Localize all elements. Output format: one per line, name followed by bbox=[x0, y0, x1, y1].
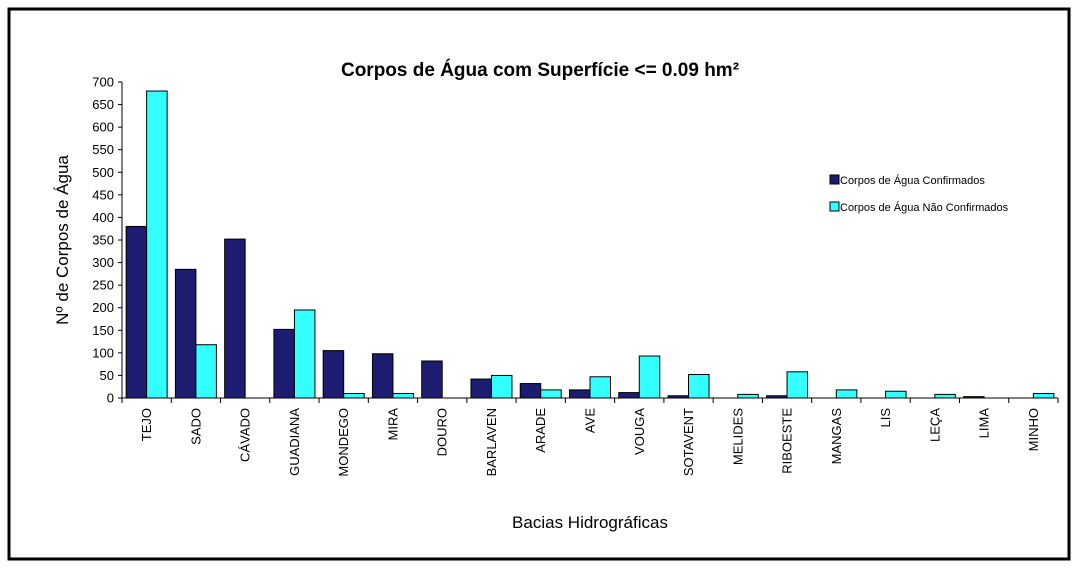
x-tick-label: GUADIANA bbox=[287, 408, 302, 476]
y-tick-label: 350 bbox=[92, 233, 114, 248]
legend-label: Corpos de Água Confirmados bbox=[840, 174, 985, 187]
x-tick-label: SADO bbox=[188, 408, 203, 445]
bar bbox=[224, 238, 246, 399]
y-tick-label: 550 bbox=[92, 142, 114, 157]
x-tick-label: MIRA bbox=[385, 408, 400, 441]
x-tick-label: CÁVADO bbox=[238, 408, 253, 462]
y-tick-label: 600 bbox=[92, 120, 114, 135]
x-tick-label: MANGAS bbox=[829, 408, 844, 465]
x-tick-label: SOTAVENT bbox=[681, 408, 696, 476]
bar bbox=[618, 392, 640, 399]
x-tick-label: LEÇA bbox=[927, 408, 942, 442]
legend-swatch bbox=[829, 174, 840, 185]
bar bbox=[786, 371, 809, 399]
x-tick-label: VOUGA bbox=[632, 408, 647, 455]
x-tick-label: AVE bbox=[583, 408, 598, 433]
bar bbox=[470, 378, 492, 399]
y-tick-label: 500 bbox=[92, 165, 114, 180]
y-tick-label: 100 bbox=[92, 345, 114, 360]
y-tick-label: 200 bbox=[92, 300, 114, 315]
bar bbox=[737, 393, 759, 399]
x-tick-label: TEJO bbox=[139, 408, 154, 441]
y-tick-label: 650 bbox=[92, 97, 114, 112]
bar bbox=[490, 374, 513, 399]
x-tick-label: MONDEGO bbox=[336, 408, 351, 477]
bar bbox=[371, 353, 394, 399]
y-tick-label: 250 bbox=[92, 278, 114, 293]
bar bbox=[322, 350, 345, 399]
bar bbox=[688, 374, 710, 399]
bar bbox=[519, 383, 542, 399]
x-axis-label: Bacias Hidrográficas bbox=[512, 513, 668, 532]
x-tick-label: DOURO bbox=[435, 408, 450, 456]
x-tick-label: LIS bbox=[878, 408, 893, 428]
y-axis-label: Nº de Corpos de Água bbox=[53, 155, 72, 325]
y-tick-label: 400 bbox=[92, 210, 114, 225]
bar bbox=[125, 225, 148, 399]
chart-border bbox=[7, 7, 1071, 561]
legend-swatch bbox=[829, 201, 840, 212]
bar bbox=[146, 90, 168, 399]
y-tick-label: 300 bbox=[92, 255, 114, 270]
x-tick-label: BARLAVEN bbox=[484, 408, 499, 476]
y-tick-label: 700 bbox=[92, 75, 114, 90]
bar bbox=[589, 376, 611, 399]
bar bbox=[569, 389, 591, 399]
y-tick-label: 450 bbox=[92, 187, 114, 202]
bar bbox=[1032, 392, 1055, 399]
bar bbox=[835, 389, 858, 399]
bar bbox=[885, 390, 907, 399]
x-tick-label: LIMA bbox=[977, 408, 992, 439]
bar bbox=[273, 328, 295, 399]
x-tick-label: MINHO bbox=[1026, 408, 1041, 451]
bar bbox=[343, 392, 365, 399]
bar bbox=[934, 393, 956, 399]
bar bbox=[421, 360, 443, 399]
y-tick-label: 50 bbox=[100, 368, 114, 383]
x-tick-label: RIBOESTE bbox=[780, 408, 795, 474]
chart-title: Corpos de Água com Superfície <= 0.09 hm… bbox=[341, 59, 739, 81]
y-tick-label: 150 bbox=[92, 323, 114, 338]
y-tick-label: 0 bbox=[107, 391, 114, 406]
legend-label: Corpos de Água Não Confirmados bbox=[840, 201, 1009, 214]
bar bbox=[540, 389, 562, 399]
bar bbox=[195, 344, 217, 399]
bar bbox=[174, 268, 197, 399]
bar bbox=[293, 309, 316, 399]
bar bbox=[392, 392, 414, 399]
x-tick-label: ARADE bbox=[533, 408, 548, 453]
bar bbox=[638, 355, 661, 399]
x-tick-label: MELIDES bbox=[730, 408, 745, 465]
